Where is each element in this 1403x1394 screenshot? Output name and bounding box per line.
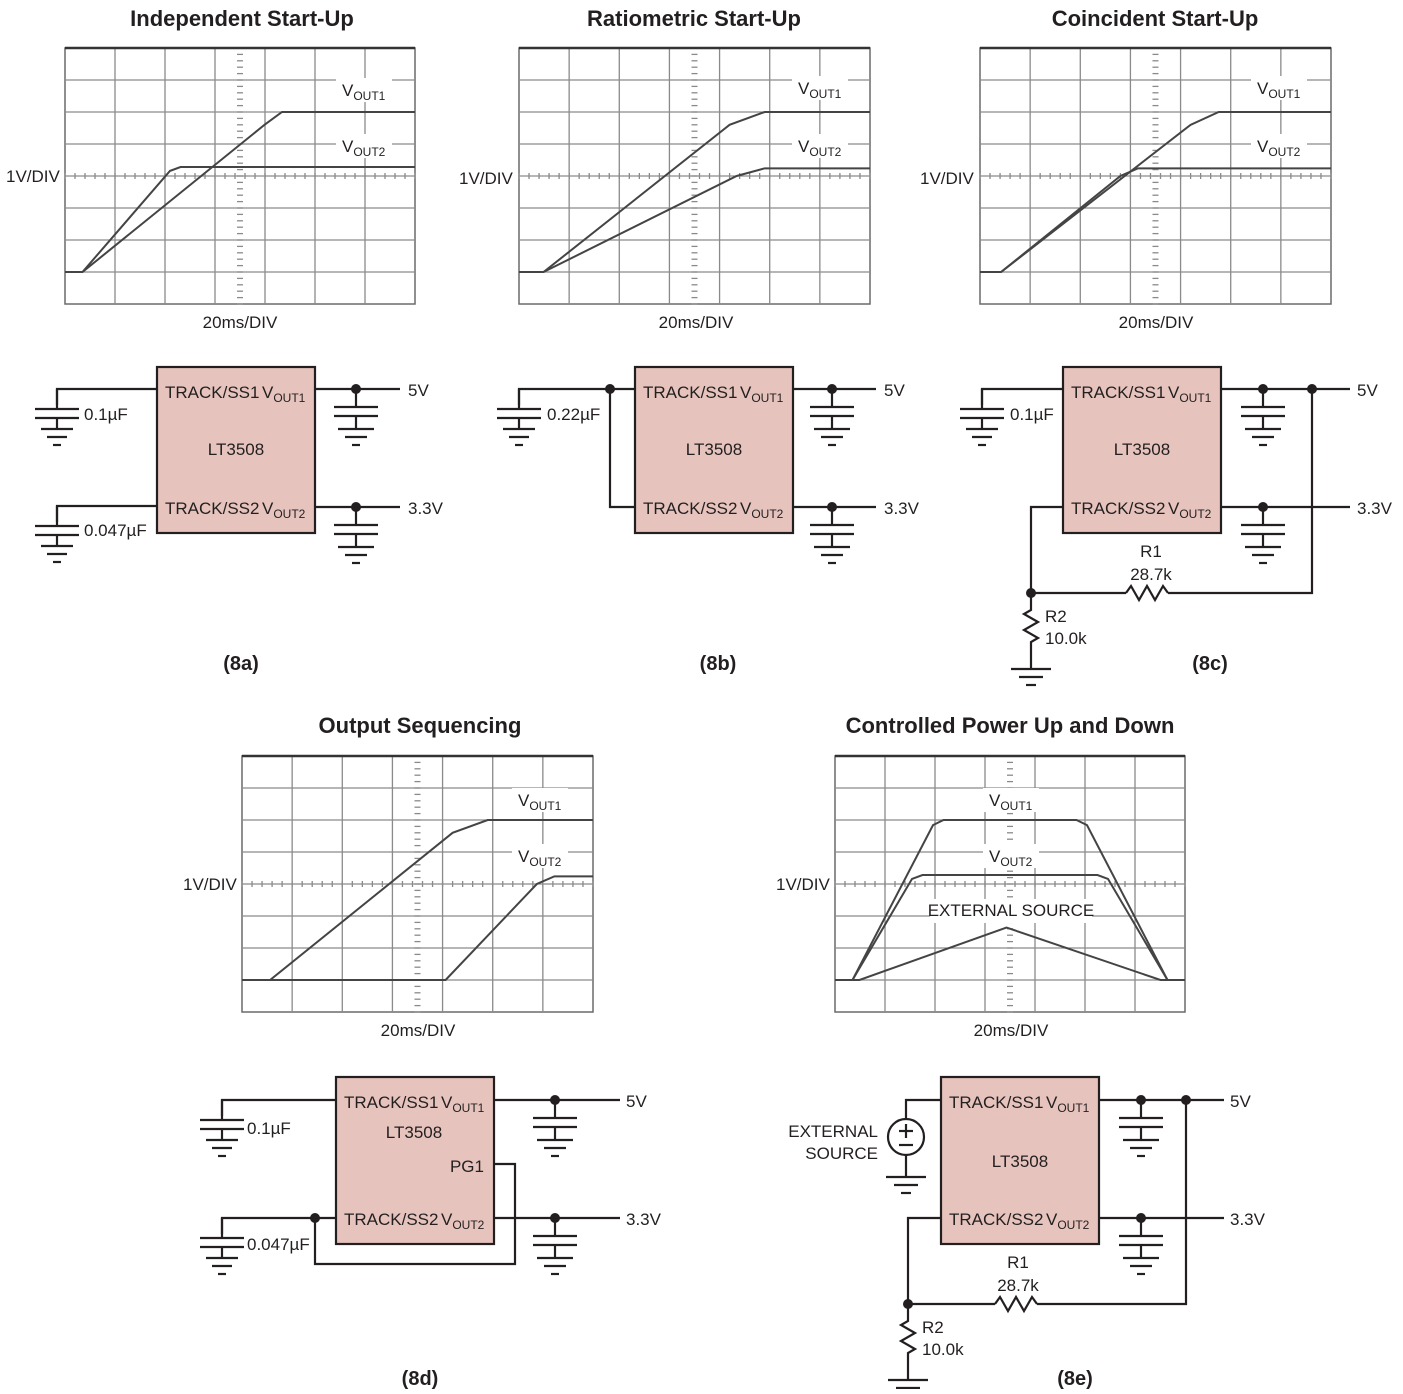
output-5v: 5V	[1230, 1092, 1251, 1111]
scope-8b	[518, 46, 871, 305]
trace-vout2	[81, 166, 415, 273]
pin-track-ss2: TRACK/SS2	[344, 1210, 438, 1229]
scope-8d-trace-labels: VOUT1 VOUT2	[512, 788, 568, 869]
scope-8a-xscale: 20ms/DIV	[203, 313, 278, 332]
lt3508-chip	[633, 365, 795, 535]
circuit-8d: TRACK/SS1 VOUT1 LT3508 PG1 TRACK/SS2 VOU…	[198, 1075, 662, 1276]
panel-8b-label: (8b)	[700, 653, 737, 675]
resistor-r2-name: R2	[922, 1318, 944, 1337]
output-3v3: 3.3V	[884, 499, 920, 518]
scope-8d-xscale: 20ms/DIV	[381, 1021, 456, 1040]
trace-vout2	[1000, 167, 1331, 273]
pin-track-ss2: TRACK/SS2	[1071, 499, 1165, 518]
resistor-r1-name: R1	[1007, 1253, 1029, 1272]
scope-8c-trace-labels: VOUT1 VOUT2	[1251, 76, 1307, 159]
output-3v3: 3.3V	[1357, 499, 1393, 518]
scope-8e-trace-labels: VOUT1 VOUT2 EXTERNAL SOURCE	[928, 788, 1095, 923]
resistor-r1-name: R1	[1140, 542, 1162, 561]
chip-name: LT3508	[992, 1152, 1048, 1171]
panel-8e-title: Controlled Power Up and Down	[846, 713, 1175, 738]
output-3v3: 3.3V	[626, 1210, 662, 1229]
output-5v: 5V	[1357, 381, 1378, 400]
scope-8c-yscale: 1V/DIV	[920, 169, 975, 188]
lt3508-chip	[155, 365, 317, 535]
scope-8c-xscale: 20ms/DIV	[1119, 313, 1194, 332]
panel-8d-title: Output Sequencing	[319, 713, 522, 738]
lt3508-chip	[334, 1075, 496, 1246]
scope-8b-xscale: 20ms/DIV	[659, 313, 734, 332]
pin-track-ss1: TRACK/SS1	[344, 1093, 438, 1112]
circuit-8e: TRACK/SS1 VOUT1 LT3508 TRACK/SS2 VOUT2 E…	[788, 1075, 1266, 1394]
external-source-label-2: SOURCE	[805, 1144, 878, 1163]
cap-value: 0.1µF	[247, 1119, 291, 1138]
circuit-8c: TRACK/SS1 VOUT1 LT3508 TRACK/SS2 VOUT2 0…	[958, 365, 1393, 687]
chip-name: LT3508	[208, 440, 264, 459]
scope-8d-yscale: 1V/DIV	[183, 875, 238, 894]
pin-track-ss1: TRACK/SS1	[949, 1093, 1043, 1112]
cap-value: 0.22µF	[547, 405, 600, 424]
scope-8a-trace-labels: VOUT1 VOUT2	[336, 78, 392, 159]
pin-pg1: PG1	[450, 1157, 484, 1176]
pin-track-ss1: TRACK/SS1	[643, 383, 737, 402]
panel-8c-title: Coincident Start-Up	[1052, 6, 1259, 31]
output-5v: 5V	[884, 381, 905, 400]
scope-8a-yscale: 1V/DIV	[6, 167, 61, 186]
trace-external-source	[835, 926, 1185, 981]
trace-vout2	[835, 874, 1185, 981]
pin-track-ss1: TRACK/SS1	[1071, 383, 1165, 402]
resistor-r1-value: 28.7k	[997, 1276, 1039, 1295]
circuit-8b: TRACK/SS1 VOUT1 LT3508 TRACK/SS2 VOUT2 0…	[495, 365, 920, 565]
scope-8b-trace-labels: VOUT1 VOUT2	[792, 76, 848, 159]
pin-track-ss2: TRACK/SS2	[949, 1210, 1043, 1229]
resistor-r2-name: R2	[1045, 607, 1067, 626]
resistor-r1-value: 28.7k	[1130, 565, 1172, 584]
panel-8a-label: (8a)	[223, 653, 259, 675]
scope-8b-yscale: 1V/DIV	[459, 169, 514, 188]
panel-8e-label: (8e)	[1057, 1368, 1093, 1389]
trace-vout1	[65, 111, 415, 273]
panel-8c-label: (8c)	[1192, 653, 1228, 675]
cap-value: 0.047µF	[84, 521, 147, 540]
trace-vout2	[242, 875, 593, 981]
resistor-r2-value: 10.0k	[922, 1340, 964, 1359]
cap-value: 0.1µF	[1010, 405, 1054, 424]
output-3v3: 3.3V	[408, 499, 444, 518]
lt3508-chip	[939, 1075, 1101, 1246]
output-5v: 5V	[408, 381, 429, 400]
panel-8b-title: Ratiometric Start-Up	[587, 6, 801, 31]
lt3508-chip	[1061, 365, 1223, 535]
resistor-r2-value: 10.0k	[1045, 629, 1087, 648]
panel-8d-label: (8d)	[402, 1368, 439, 1389]
chip-name: LT3508	[1114, 440, 1170, 459]
scope-8e-yscale: 1V/DIV	[776, 875, 831, 894]
cap-value: 0.1µF	[84, 405, 128, 424]
pin-track-ss2: TRACK/SS2	[643, 499, 737, 518]
trace-vout1	[980, 111, 1331, 273]
panel-8a-title: Independent Start-Up	[130, 6, 354, 31]
external-source-label-1: EXTERNAL	[788, 1122, 878, 1141]
pin-track-ss1: TRACK/SS1	[165, 383, 259, 402]
pin-track-ss2: TRACK/SS2	[165, 499, 259, 518]
trace-label-external-source: EXTERNAL SOURCE	[928, 901, 1095, 920]
trace-vout1	[519, 111, 870, 273]
chip-name: LT3508	[686, 440, 742, 459]
circuit-8a: TRACK/SS1 VOUT1 LT3508 TRACK/SS2 VOUT2 0…	[33, 365, 444, 565]
output-5v: 5V	[626, 1092, 647, 1111]
output-3v3: 3.3V	[1230, 1210, 1266, 1229]
cap-value: 0.047µF	[247, 1235, 310, 1254]
chip-name: LT3508	[386, 1123, 442, 1142]
scope-8e-xscale: 20ms/DIV	[974, 1021, 1049, 1040]
trace-vout1	[835, 819, 1185, 981]
trace-vout2	[543, 167, 870, 273]
